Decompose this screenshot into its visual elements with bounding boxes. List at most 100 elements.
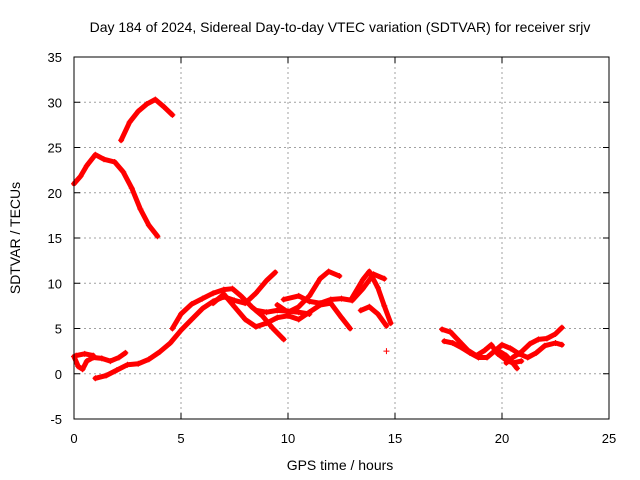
data-point [494, 347, 501, 354]
data-point [552, 339, 559, 346]
y-tick-label: 35 [48, 50, 62, 65]
data-point [231, 297, 238, 304]
data-point [325, 268, 332, 275]
data-point [178, 327, 184, 334]
series-trace [349, 269, 394, 326]
tick-layer: 0 5 10 15 20 25 -5 0 5 10 15 20 25 30 35 [48, 50, 617, 446]
data-point [248, 303, 255, 310]
chart-title: Day 184 of 2024, Sidereal Day-to-day VTE… [90, 19, 591, 35]
data-point [295, 292, 302, 299]
data-point [466, 349, 473, 356]
data-point [270, 325, 277, 332]
data-point [92, 151, 99, 158]
data-point [280, 336, 287, 343]
data-point [167, 339, 174, 346]
data-point [120, 168, 127, 175]
data-point [349, 294, 356, 301]
data-point [524, 354, 531, 361]
series-arc-low-2 [73, 350, 97, 359]
data-point [81, 350, 88, 357]
y-tick-label: 15 [48, 231, 62, 246]
data-point [98, 355, 105, 362]
series-arc-late-4 [494, 347, 520, 372]
data-point [295, 309, 302, 316]
data-point [274, 301, 281, 308]
x-tick-label: 0 [70, 431, 77, 446]
data-point [143, 101, 150, 108]
x-axis-label: GPS time / hours [287, 457, 394, 473]
data-point [77, 173, 84, 180]
data-point [441, 338, 448, 345]
data-point [456, 338, 463, 345]
data-point [475, 354, 482, 361]
data-point [107, 358, 114, 365]
data-point [503, 352, 510, 359]
data-point [507, 345, 514, 352]
data-point [285, 308, 291, 315]
series-arc-mid-4 [252, 307, 313, 318]
data-point [359, 285, 366, 292]
data-point [231, 303, 238, 310]
data-point [306, 298, 313, 305]
y-tick-label: 0 [55, 367, 62, 382]
data-point [199, 305, 206, 312]
data-point [160, 103, 167, 110]
data-point [169, 111, 176, 118]
data-point [113, 367, 120, 374]
series-trace [358, 304, 389, 329]
series-outlier [383, 348, 390, 355]
data-point [518, 358, 525, 365]
series-arc-high-1 [71, 151, 161, 240]
x-tick-label: 10 [281, 431, 295, 446]
data-point [449, 339, 456, 346]
data-point [387, 320, 394, 327]
x-tick-label: 15 [388, 431, 402, 446]
series-trace [169, 286, 287, 342]
data-point [327, 296, 334, 303]
x-tick-label: 25 [602, 431, 616, 446]
data-point [154, 233, 161, 240]
data-point [210, 300, 217, 307]
y-tick-label: -5 [50, 412, 62, 427]
data-point [359, 276, 366, 283]
data-point [383, 348, 390, 355]
x-tick-label: 20 [495, 431, 509, 446]
data-point [169, 325, 176, 332]
data-point [503, 359, 510, 366]
data-point [188, 301, 195, 308]
y-tick-label: 30 [48, 95, 62, 110]
data-point [272, 269, 279, 276]
data-point [83, 358, 90, 365]
data-point [145, 222, 152, 229]
data-point [383, 322, 390, 329]
data-point [83, 162, 90, 169]
y-tick-label: 25 [48, 141, 62, 156]
data-point [137, 206, 144, 213]
data-point [381, 275, 388, 282]
data-point [178, 311, 184, 318]
data-point [135, 108, 142, 115]
data-point [484, 354, 491, 361]
data-point [481, 347, 488, 354]
data-point [526, 340, 533, 347]
data-point [366, 268, 373, 275]
data-point [499, 341, 505, 348]
data-point [357, 307, 364, 314]
data-point [381, 302, 388, 309]
data-point [115, 354, 122, 361]
series-arc-mid-6 [357, 303, 390, 329]
data-point [374, 311, 381, 318]
data-point [295, 303, 302, 310]
series-arc-late-3 [503, 324, 565, 366]
y-axis-label: SDTVAR / TECUs [7, 182, 23, 294]
data-point [366, 303, 373, 310]
data-point [447, 329, 454, 336]
data-point [535, 336, 542, 343]
data-point [263, 277, 270, 284]
data-point [338, 295, 345, 302]
data-point [439, 326, 446, 333]
data-point [518, 349, 525, 356]
data-point [79, 366, 86, 373]
data-point [274, 307, 281, 314]
